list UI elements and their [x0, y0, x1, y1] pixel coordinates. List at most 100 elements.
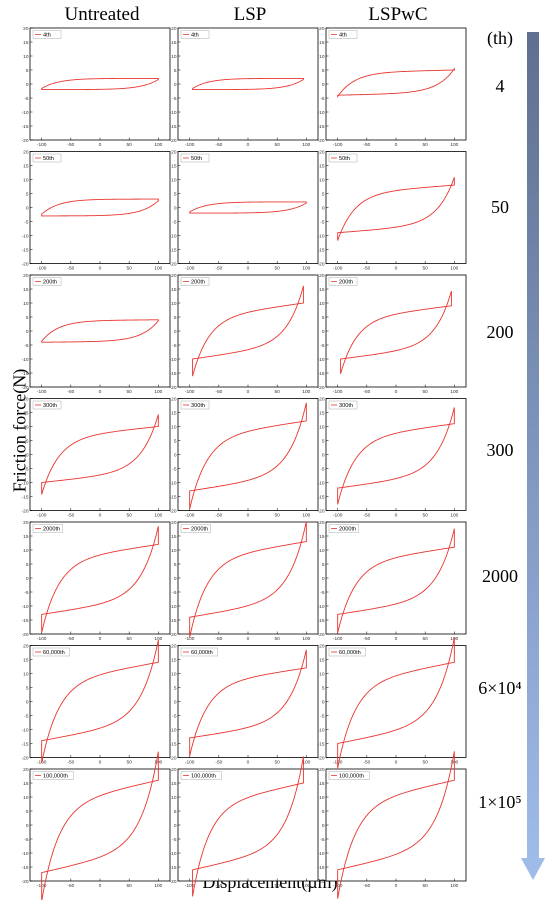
- y-tick-label: 5: [322, 438, 325, 444]
- y-tick-label: 5: [26, 809, 29, 815]
- hysteresis-loop: [189, 402, 307, 510]
- x-tick-label: -50: [215, 636, 222, 642]
- y-tick-label: 5: [322, 315, 325, 321]
- x-tick-label: -50: [363, 389, 370, 395]
- x-tick-label: 100: [302, 142, 310, 148]
- x-tick-label: -50: [67, 883, 74, 889]
- y-tick-label: 10: [23, 54, 29, 60]
- y-tick-label: 0: [174, 205, 177, 211]
- y-tick-label: 0: [26, 699, 29, 705]
- y-tick-label: -20: [318, 755, 325, 761]
- panel-frame: [325, 274, 467, 388]
- legend-box: [32, 153, 62, 163]
- legend-label: 200th: [339, 280, 353, 286]
- y-tick-label: -15: [170, 371, 177, 377]
- y-tick-label: 10: [319, 795, 325, 801]
- legend-label: 100,000th: [191, 774, 216, 780]
- y-tick-label: -10: [22, 110, 29, 116]
- y-tick-label: 20: [23, 396, 29, 402]
- y-tick-label: 5: [322, 562, 325, 568]
- panel-frame: [29, 398, 171, 511]
- x-tick-label: 50: [126, 513, 132, 519]
- y-tick-label: 20: [23, 643, 29, 649]
- legend-label: 60,000th: [191, 650, 213, 656]
- y-tick-label: -10: [170, 604, 177, 610]
- x-tick-label: 0: [99, 760, 102, 766]
- y-tick-label: -10: [170, 233, 177, 239]
- x-tick-label: 0: [247, 760, 250, 766]
- x-tick-label: 0: [247, 883, 250, 889]
- x-tick-label: 50: [422, 266, 428, 272]
- panel-frame: [177, 768, 319, 882]
- y-tick-label: -10: [170, 851, 177, 857]
- y-tick-label: 15: [23, 410, 29, 416]
- y-tick-label: -20: [170, 632, 177, 638]
- y-tick-label: -10: [318, 357, 325, 363]
- y-tick-label: -20: [318, 261, 325, 267]
- x-tick-label: -50: [215, 266, 222, 272]
- y-tick-label: 5: [26, 68, 29, 74]
- x-tick-label: 100: [154, 883, 162, 889]
- x-tick-label: -100: [333, 389, 343, 395]
- x-tick-label: 0: [247, 266, 250, 272]
- x-tick-label: 100: [302, 883, 310, 889]
- x-tick-label: 50: [126, 883, 132, 889]
- hysteresis-loop: [337, 407, 455, 505]
- time-arrow: [521, 32, 545, 880]
- y-tick-label: 0: [174, 82, 177, 88]
- y-tick-label: -15: [22, 865, 29, 871]
- x-tick-label: 50: [422, 513, 428, 519]
- row-label-6e4: 6×10⁴: [478, 678, 522, 698]
- x-tick-label: 100: [450, 142, 458, 148]
- y-tick-label: -10: [318, 480, 325, 486]
- x-tick-label: 50: [126, 636, 132, 642]
- y-tick-label: -15: [170, 618, 177, 624]
- x-tick-label: 50: [422, 142, 428, 148]
- y-tick-label: -20: [318, 632, 325, 638]
- x-tick-label: -100: [185, 636, 195, 642]
- x-tick-label: -100: [37, 636, 47, 642]
- x-tick-label: 50: [274, 142, 280, 148]
- y-tick-label: 15: [23, 657, 29, 663]
- row-label-50: 50: [491, 197, 509, 217]
- x-tick-label: 0: [247, 513, 250, 519]
- x-tick-label: -100: [37, 266, 47, 272]
- y-tick-label: 20: [319, 767, 325, 773]
- x-tick-label: 100: [302, 266, 310, 272]
- x-tick-label: -50: [215, 389, 222, 395]
- y-tick-label: 20: [23, 767, 29, 773]
- x-tick-label: 50: [274, 883, 280, 889]
- panel-frame: [177, 645, 319, 758]
- x-tick-label: -50: [215, 513, 222, 519]
- legend-label: 4th: [191, 33, 199, 39]
- panel-frame: [29, 274, 171, 388]
- y-tick-label: -5: [320, 713, 325, 719]
- row-label-2000: 2000: [482, 566, 518, 586]
- y-tick-label: -20: [22, 755, 29, 761]
- y-tick-label: 5: [322, 809, 325, 815]
- x-tick-label: 50: [422, 883, 428, 889]
- legend-label: 60,000th: [339, 650, 361, 656]
- x-tick-label: -100: [37, 142, 47, 148]
- x-tick-label: 0: [395, 883, 398, 889]
- unit-label: (th): [487, 28, 513, 48]
- y-tick-label: 20: [319, 396, 325, 402]
- y-tick-label: -10: [318, 851, 325, 857]
- x-tick-label: 50: [274, 389, 280, 395]
- y-tick-label: -5: [320, 466, 325, 472]
- x-tick-label: -50: [67, 513, 74, 519]
- x-tick-label: 0: [247, 389, 250, 395]
- legend-box: [328, 524, 359, 533]
- legend-box: [180, 30, 210, 39]
- y-tick-label: 10: [319, 424, 325, 430]
- legend-box: [180, 400, 210, 410]
- panel-frame: [325, 398, 467, 511]
- x-tick-label: 0: [99, 266, 102, 272]
- y-tick-label: -15: [22, 741, 29, 747]
- y-tick-label: 20: [319, 26, 325, 32]
